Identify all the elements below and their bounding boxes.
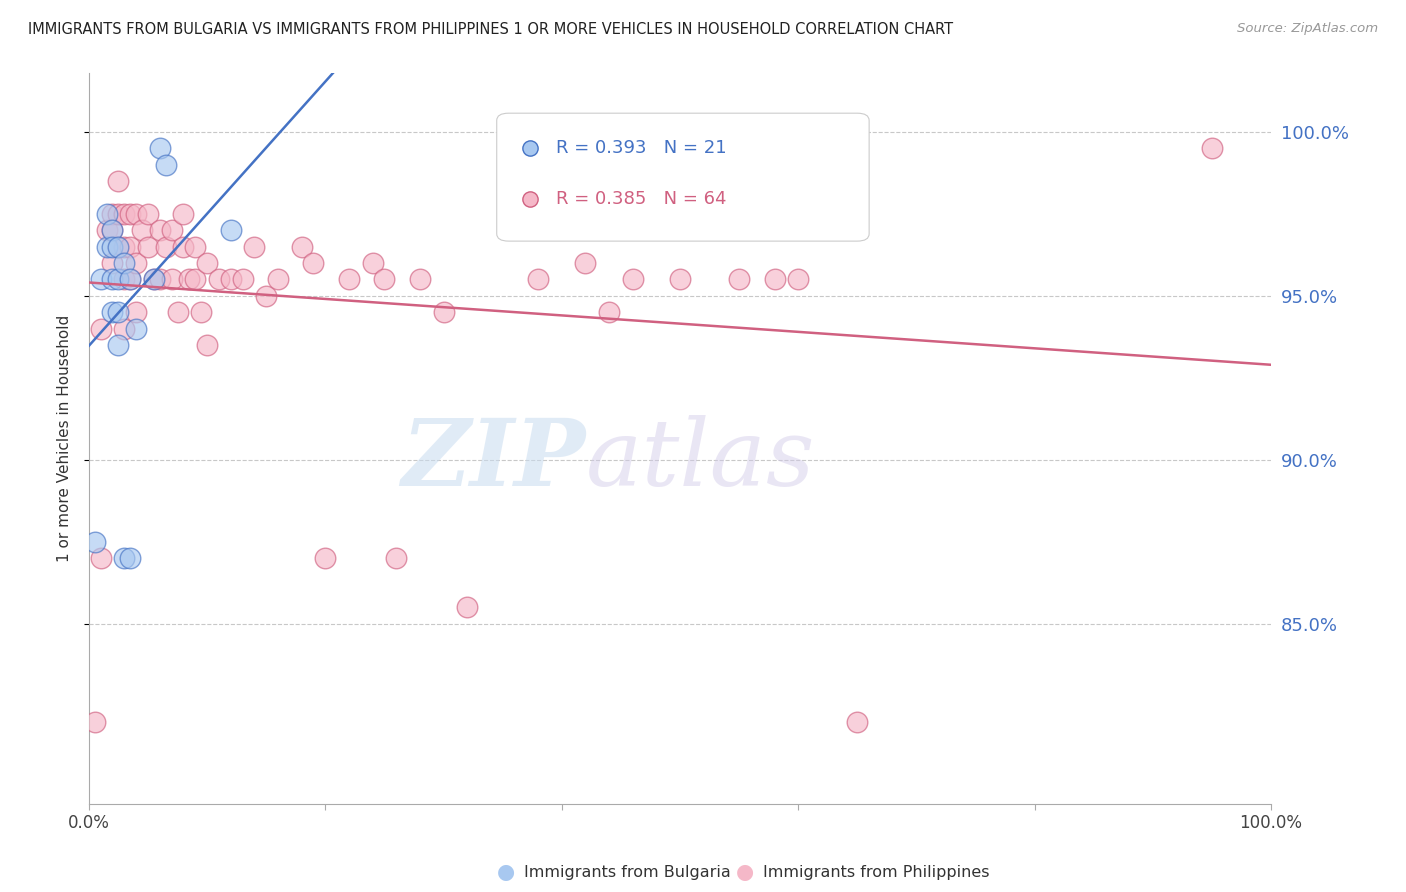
Point — [120, 207, 142, 221]
Point — [107, 174, 129, 188]
Text: Immigrants from Bulgaria: Immigrants from Bulgaria — [524, 865, 731, 880]
Point — [142, 272, 165, 286]
Point — [107, 207, 129, 221]
Point — [101, 256, 124, 270]
Point — [385, 551, 408, 566]
Point — [232, 272, 254, 286]
Point — [90, 272, 112, 286]
Point — [195, 338, 218, 352]
Point — [243, 240, 266, 254]
Point — [166, 305, 188, 319]
Point — [179, 272, 201, 286]
Point — [112, 551, 135, 566]
Text: R = 0.393   N = 21: R = 0.393 N = 21 — [555, 139, 727, 157]
Point — [267, 272, 290, 286]
Point — [846, 714, 869, 729]
Point — [96, 207, 118, 221]
Text: Source: ZipAtlas.com: Source: ZipAtlas.com — [1237, 22, 1378, 36]
Point — [160, 272, 183, 286]
Point — [337, 272, 360, 286]
Point — [314, 551, 336, 566]
Text: R = 0.385   N = 64: R = 0.385 N = 64 — [555, 191, 727, 209]
Point — [728, 272, 751, 286]
Point — [101, 240, 124, 254]
Point — [195, 256, 218, 270]
Text: atlas: atlas — [585, 416, 815, 506]
Point — [107, 240, 129, 254]
Point — [155, 240, 177, 254]
Point — [527, 272, 550, 286]
Point — [120, 240, 142, 254]
Point — [90, 321, 112, 335]
Point — [302, 256, 325, 270]
Point — [409, 272, 432, 286]
Point — [112, 256, 135, 270]
Point — [142, 272, 165, 286]
Point — [1201, 141, 1223, 155]
Point — [149, 272, 172, 286]
Point — [125, 321, 148, 335]
Point — [120, 272, 142, 286]
Point — [112, 272, 135, 286]
Point — [160, 223, 183, 237]
Text: IMMIGRANTS FROM BULGARIA VS IMMIGRANTS FROM PHILIPPINES 1 OR MORE VEHICLES IN HO: IMMIGRANTS FROM BULGARIA VS IMMIGRANTS F… — [28, 22, 953, 37]
Point — [96, 240, 118, 254]
Point — [669, 272, 692, 286]
Text: ●: ● — [737, 863, 754, 882]
Point — [101, 223, 124, 237]
Point — [621, 272, 644, 286]
Point — [291, 240, 314, 254]
Point — [107, 305, 129, 319]
Point — [172, 240, 194, 254]
Text: ZIP: ZIP — [401, 416, 585, 506]
Point — [172, 207, 194, 221]
Point — [83, 534, 105, 549]
Point — [149, 141, 172, 155]
Point — [107, 338, 129, 352]
Point — [190, 305, 212, 319]
Point — [112, 321, 135, 335]
Point — [90, 551, 112, 566]
Point — [219, 272, 242, 286]
Point — [101, 305, 124, 319]
Point — [101, 207, 124, 221]
Point — [112, 207, 135, 221]
Text: Immigrants from Philippines: Immigrants from Philippines — [763, 865, 990, 880]
Point — [787, 272, 810, 286]
Point — [83, 714, 105, 729]
Point — [125, 256, 148, 270]
Point — [125, 305, 148, 319]
Point — [131, 223, 153, 237]
Point — [456, 600, 478, 615]
Point — [432, 305, 454, 319]
Point — [155, 158, 177, 172]
Point — [598, 305, 620, 319]
Point — [136, 240, 159, 254]
Point — [96, 223, 118, 237]
Point — [107, 272, 129, 286]
FancyBboxPatch shape — [496, 113, 869, 241]
Point — [361, 256, 384, 270]
Point — [120, 272, 142, 286]
Point — [149, 223, 172, 237]
Point — [208, 272, 231, 286]
Point — [101, 223, 124, 237]
Text: ●: ● — [498, 863, 515, 882]
Point — [763, 272, 786, 286]
Point — [184, 272, 207, 286]
Point — [136, 207, 159, 221]
Point — [101, 272, 124, 286]
Point — [125, 207, 148, 221]
Point — [112, 240, 135, 254]
Point — [107, 240, 129, 254]
Point — [120, 551, 142, 566]
Point — [219, 223, 242, 237]
Point — [184, 240, 207, 254]
Point — [574, 256, 596, 270]
Y-axis label: 1 or more Vehicles in Household: 1 or more Vehicles in Household — [58, 315, 72, 562]
Point — [254, 289, 277, 303]
Point — [373, 272, 395, 286]
